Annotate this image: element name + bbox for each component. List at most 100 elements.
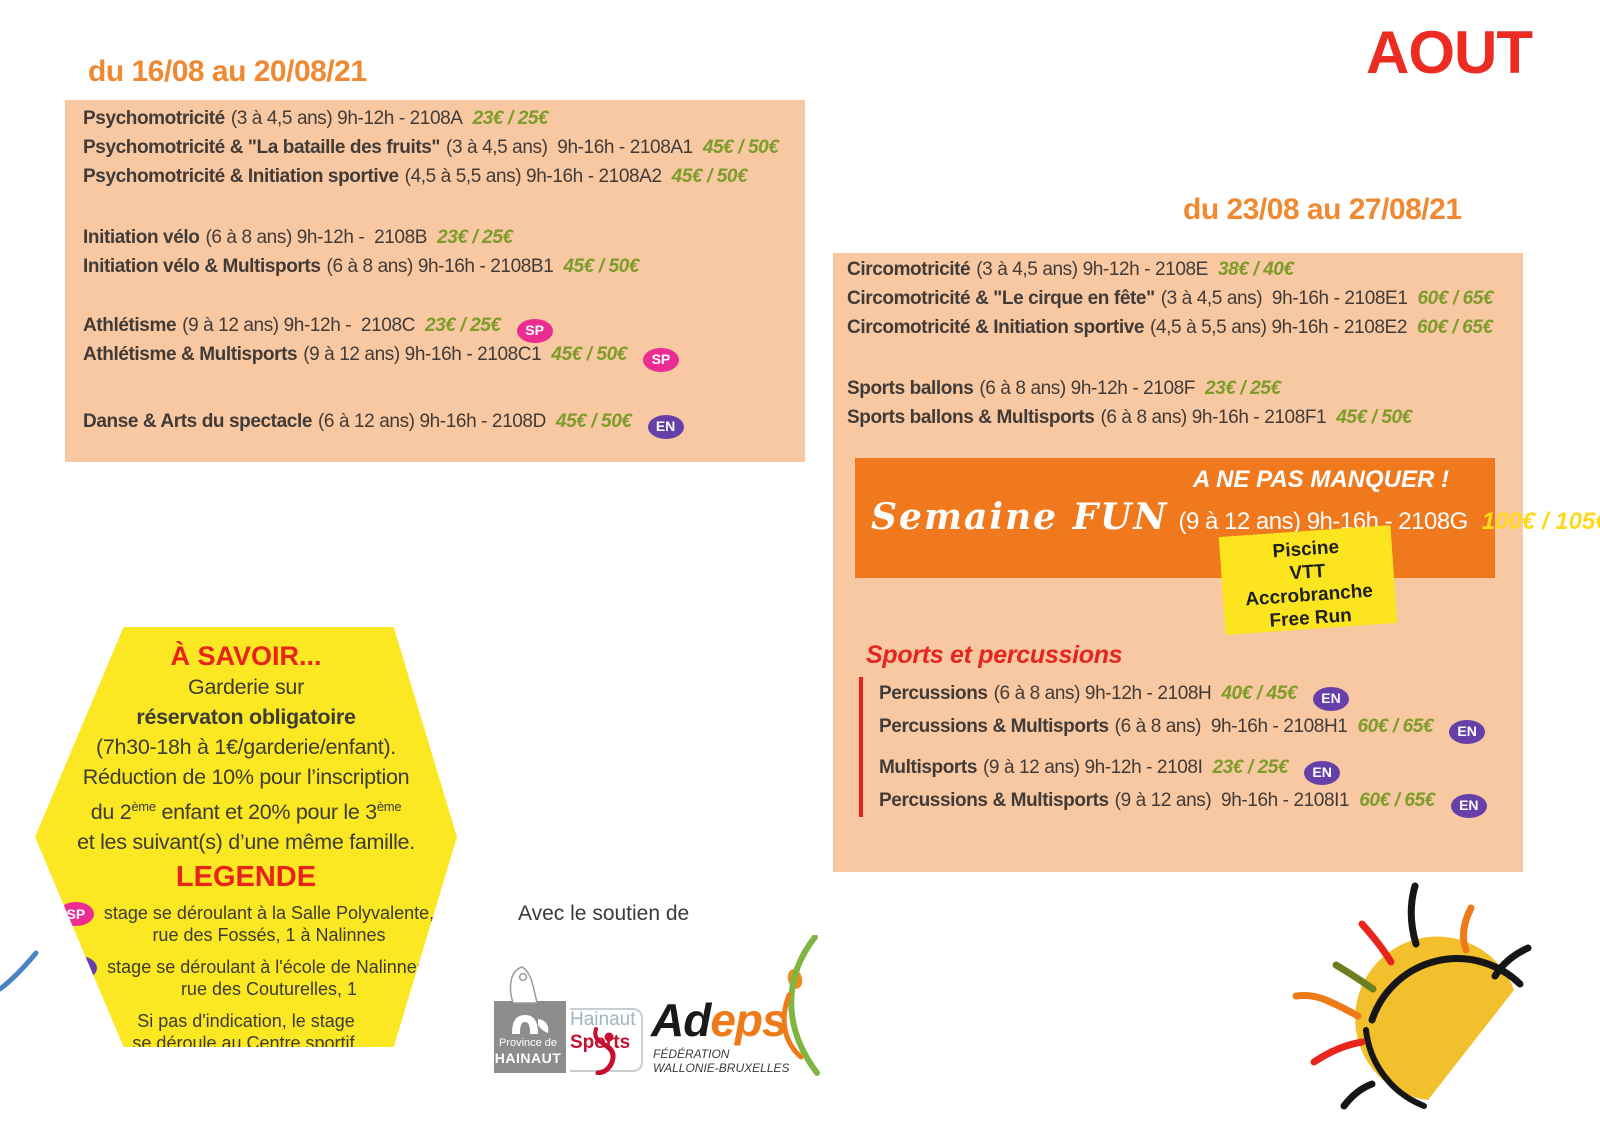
savoir-line: réservaton obligatoire — [136, 705, 356, 729]
legend-line: rue des Couturelles, 1 — [180, 979, 358, 1000]
en-badge: EN — [61, 956, 98, 981]
spacer — [847, 342, 1523, 374]
legend-note-line: Si pas d'indication, le stage — [137, 1011, 355, 1032]
legend-default-note: Si pas d'indication, le stage se déroule… — [35, 1010, 457, 1076]
savoir-line: Réduction de 10% pour l’inscription — [82, 765, 410, 789]
course-price: 60€ / 65€ — [1359, 790, 1435, 811]
legend-text: stage se déroulant à la Salle Polyvalent… — [104, 902, 434, 946]
location-badge: EN — [647, 414, 684, 439]
course-details: (9 à 12 ans) 9h-16h - 2108I1 — [1114, 790, 1350, 811]
course-name: Percussions — [879, 683, 988, 704]
week1-heading: du 16/08 au 20/08/21 — [88, 55, 367, 88]
savoir-line: Garderie sur — [188, 675, 304, 699]
course-row: Sports ballons (6 à 8 ans) 9h-12h - 2108F… — [847, 374, 1523, 403]
course-name: Initiation vélo — [83, 227, 200, 248]
location-badge: EN — [1450, 793, 1487, 818]
course-price: 60€ / 65€ — [1417, 288, 1494, 309]
week1-panel: Psychomotricité (3 à 4,5 ans) 9h-12h - 21… — [65, 100, 805, 462]
course-price: 23€ / 25€ — [437, 227, 513, 248]
legend-line: rue des Fossés, 1 à Nalinnes — [152, 925, 386, 946]
province-de-label: Province de — [498, 1037, 558, 1049]
fun-week-price: 100€ / 105€ — [1481, 508, 1600, 535]
course-details: (4,5 à 5,5 ans) 9h-16h - 2108E2 — [1150, 317, 1407, 338]
course-name: Sports ballons — [847, 378, 974, 399]
course-name: Percussions & Multisports — [879, 790, 1109, 811]
savoir-line: et les suivant(s) d’une même famille. — [77, 830, 415, 855]
course-price: 45€ / 50€ — [702, 137, 779, 158]
course-name: Psychomotricité & Initiation sportive — [83, 166, 399, 187]
hainaut-logo-graphic — [494, 966, 643, 1076]
course-name: Sports ballons & Multisports — [847, 407, 1095, 428]
course-details: (6 à 8 ans) 9h-12h - 2108H — [993, 683, 1212, 704]
course-row: Psychomotricité & "La bataille des fruit… — [83, 133, 805, 162]
course-row: Athlétisme & Multisports (9 à 12 ans) 9h-… — [83, 340, 805, 372]
hainaut-sports-red-label: Sports — [570, 1032, 631, 1053]
savoir-line-part: enfant et 20% pour le 3 — [155, 800, 377, 825]
course-row: Initiation vélo (6 à 8 ans) 9h-12h - 2108… — [83, 223, 805, 252]
course-price: 23€ / 25€ — [1212, 757, 1289, 778]
course-details: (3 à 4,5 ans) 9h-16h - 2108E1 — [1160, 288, 1408, 309]
course-details: (3 à 4,5 ans) 9h-12h - 2108A — [230, 108, 463, 129]
savoir-line: (7h30-18h à 1€/garderie/enfant). — [96, 735, 396, 759]
week2-panel: Circomotricité (3 à 4,5 ans) 9h-12h - 210… — [833, 253, 1600, 872]
course-name: Circomotricité & Initiation sportive — [847, 317, 1145, 338]
adeps-word-black: Ad — [651, 994, 711, 1046]
course-row: Multisports (9 à 12 ans) 9h-12h - 2108I 23… — [879, 751, 1487, 785]
location-badge: EN — [1313, 686, 1349, 711]
course-name: Percussions & Multisports — [879, 716, 1109, 737]
course-row: Percussions & Multisports (6 à 8 ans) 9h-… — [879, 710, 1487, 744]
course-row: Psychomotricité & Initiation sportive (4,… — [83, 162, 805, 191]
hainaut-label: HAINAUT — [494, 1050, 562, 1066]
percussions-rows: Percussions (6 à 8 ans) 9h-12h - 2108H 40€… — [859, 677, 1487, 818]
course-price: 38€ / 40€ — [1217, 259, 1294, 280]
course-row: Circomotricité & Initiation sportive (4,5… — [847, 313, 1523, 342]
course-row: Circomotricité (3 à 4,5 ans) 9h-12h - 210… — [847, 255, 1523, 284]
legend-entry-sp: SP stage se déroulant à la Salle Polyval… — [35, 902, 457, 946]
week2-heading: du 23/08 au 27/08/21 — [1183, 193, 1462, 226]
legend-entry-en: EN stage se déroulant à l'école de Nalin… — [35, 956, 457, 1000]
course-name: Athlétisme — [83, 315, 177, 336]
legend-line: stage se déroulant à la Salle Polyvalent… — [103, 903, 435, 924]
course-details: (9 à 12 ans) 9h-16h - 2108C1 — [303, 344, 542, 365]
course-row: Circomotricité & "Le cirque en fête" (3 à… — [847, 284, 1523, 313]
adeps-federation-label: FÉDÉRATION — [653, 1047, 730, 1061]
adeps-wordmark: Adeps — [651, 993, 788, 1047]
legend-line: stage se déroulant à l'école de Nalinnes… — [107, 957, 431, 978]
spacer — [83, 369, 805, 407]
course-row: Percussions & Multisports (9 à 12 ans) 9h… — [879, 784, 1487, 818]
support-caption: Avec le soutien de — [518, 902, 690, 925]
course-name: Athlétisme & Multisports — [83, 344, 298, 365]
info-hexagon: À SAVOIR... Garderie sur réservaton obli… — [35, 627, 457, 1047]
course-price: 45€ / 50€ — [551, 344, 627, 365]
course-price: 60€ / 65€ — [1417, 317, 1493, 338]
course-details: (9 à 12 ans) 9h-12h - 2108C — [182, 315, 415, 336]
course-row: Danse & Arts du spectacle (6 à 12 ans) 9h… — [83, 407, 805, 439]
course-price: 23€ / 25€ — [472, 108, 549, 129]
percussions-heading: Sports et percussions — [866, 641, 1123, 669]
month-title: AOUT — [1366, 19, 1533, 86]
sun-illustration — [1278, 868, 1538, 1133]
course-details: (6 à 8 ans) 9h-16h - 2108H1 — [1114, 716, 1348, 737]
course-details: (3 à 4,5 ans) 9h-16h - 2108A1 — [446, 137, 693, 158]
location-badge: SP — [642, 347, 679, 372]
course-details: (6 à 8 ans) 9h-12h - 2108F — [979, 378, 1195, 399]
savoir-title: À SAVOIR... — [170, 641, 322, 671]
spacer — [83, 191, 805, 223]
sun-graphic — [1292, 882, 1532, 1110]
sp-badge: SP — [57, 902, 94, 927]
location-badge: EN — [1304, 760, 1341, 785]
course-details: (3 à 4,5 ans) 9h-12h - 2108E — [976, 259, 1208, 280]
course-name: Circomotricité — [847, 259, 971, 280]
legend-note-line: se déroule au Centre sportif, — [132, 1033, 360, 1054]
blue-swoosh-mark — [0, 945, 40, 993]
course-name: Circomotricité & "Le cirque en fête" — [847, 288, 1155, 309]
course-details: (6 à 8 ans) 9h-16h - 2108B1 — [326, 256, 554, 277]
course-price: 23€ / 25€ — [424, 315, 501, 336]
course-row: Initiation vélo & Multisports (6 à 8 ans)… — [83, 252, 805, 281]
legend-note-line: rue des Monts,18 à Nalinnes — [131, 1055, 361, 1076]
savoir-superscript: ème — [131, 799, 156, 814]
course-row: Athlétisme (9 à 12 ans) 9h-12h - 2108C 23€… — [83, 311, 805, 343]
course-details: (6 à 8 ans) 9h-12h - 2108B — [205, 227, 428, 248]
course-price: 45€ / 50€ — [563, 256, 640, 277]
